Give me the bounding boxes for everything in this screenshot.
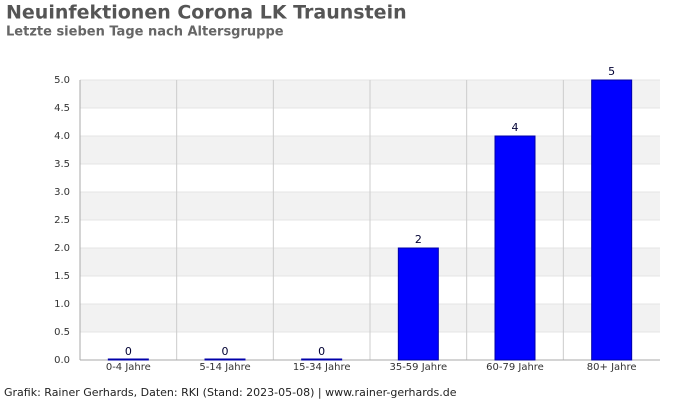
y-tick-label: 2.0 xyxy=(54,243,70,254)
value-label: 5 xyxy=(608,65,615,78)
y-tick-label: 0.5 xyxy=(54,327,70,338)
bar xyxy=(301,358,343,361)
y-tick-label: 3.0 xyxy=(54,187,70,198)
bar xyxy=(494,135,536,361)
y-tick-label: 3.5 xyxy=(54,159,70,170)
y-tick-label: 2.5 xyxy=(54,215,70,226)
value-label: 4 xyxy=(512,121,519,134)
y-tick-label: 4.5 xyxy=(54,103,70,114)
y-tick-label: 0.0 xyxy=(54,355,70,366)
value-label: 0 xyxy=(318,345,325,358)
footer: Grafik: Rainer Gerhards, Daten: RKI (Sta… xyxy=(4,386,457,399)
value-label: 0 xyxy=(125,345,132,358)
x-tick-label: 15-34 Jahre xyxy=(293,362,351,373)
bar xyxy=(591,79,633,361)
x-tick-label: 0-4 Jahre xyxy=(106,362,151,373)
chart-subtitle: Letzte sieben Tage nach Altersgruppe xyxy=(6,25,284,40)
chart-title: Neuinfektionen Corona LK Traunstein xyxy=(6,2,407,24)
value-label: 0 xyxy=(222,345,229,358)
y-tick-label: 4.0 xyxy=(54,131,70,142)
y-tick-label: 1.0 xyxy=(54,299,70,310)
bar xyxy=(107,358,149,361)
y-tick-label: 1.5 xyxy=(54,271,70,282)
bar xyxy=(397,247,439,361)
x-tick-label: 60-79 Jahre xyxy=(486,362,544,373)
bar xyxy=(204,358,246,361)
x-tick-label: 80+ Jahre xyxy=(587,362,637,373)
x-tick-label: 35-59 Jahre xyxy=(389,362,447,373)
y-tick-label: 5.0 xyxy=(54,75,70,86)
x-tick-label: 5-14 Jahre xyxy=(199,362,250,373)
value-label: 2 xyxy=(415,233,422,246)
